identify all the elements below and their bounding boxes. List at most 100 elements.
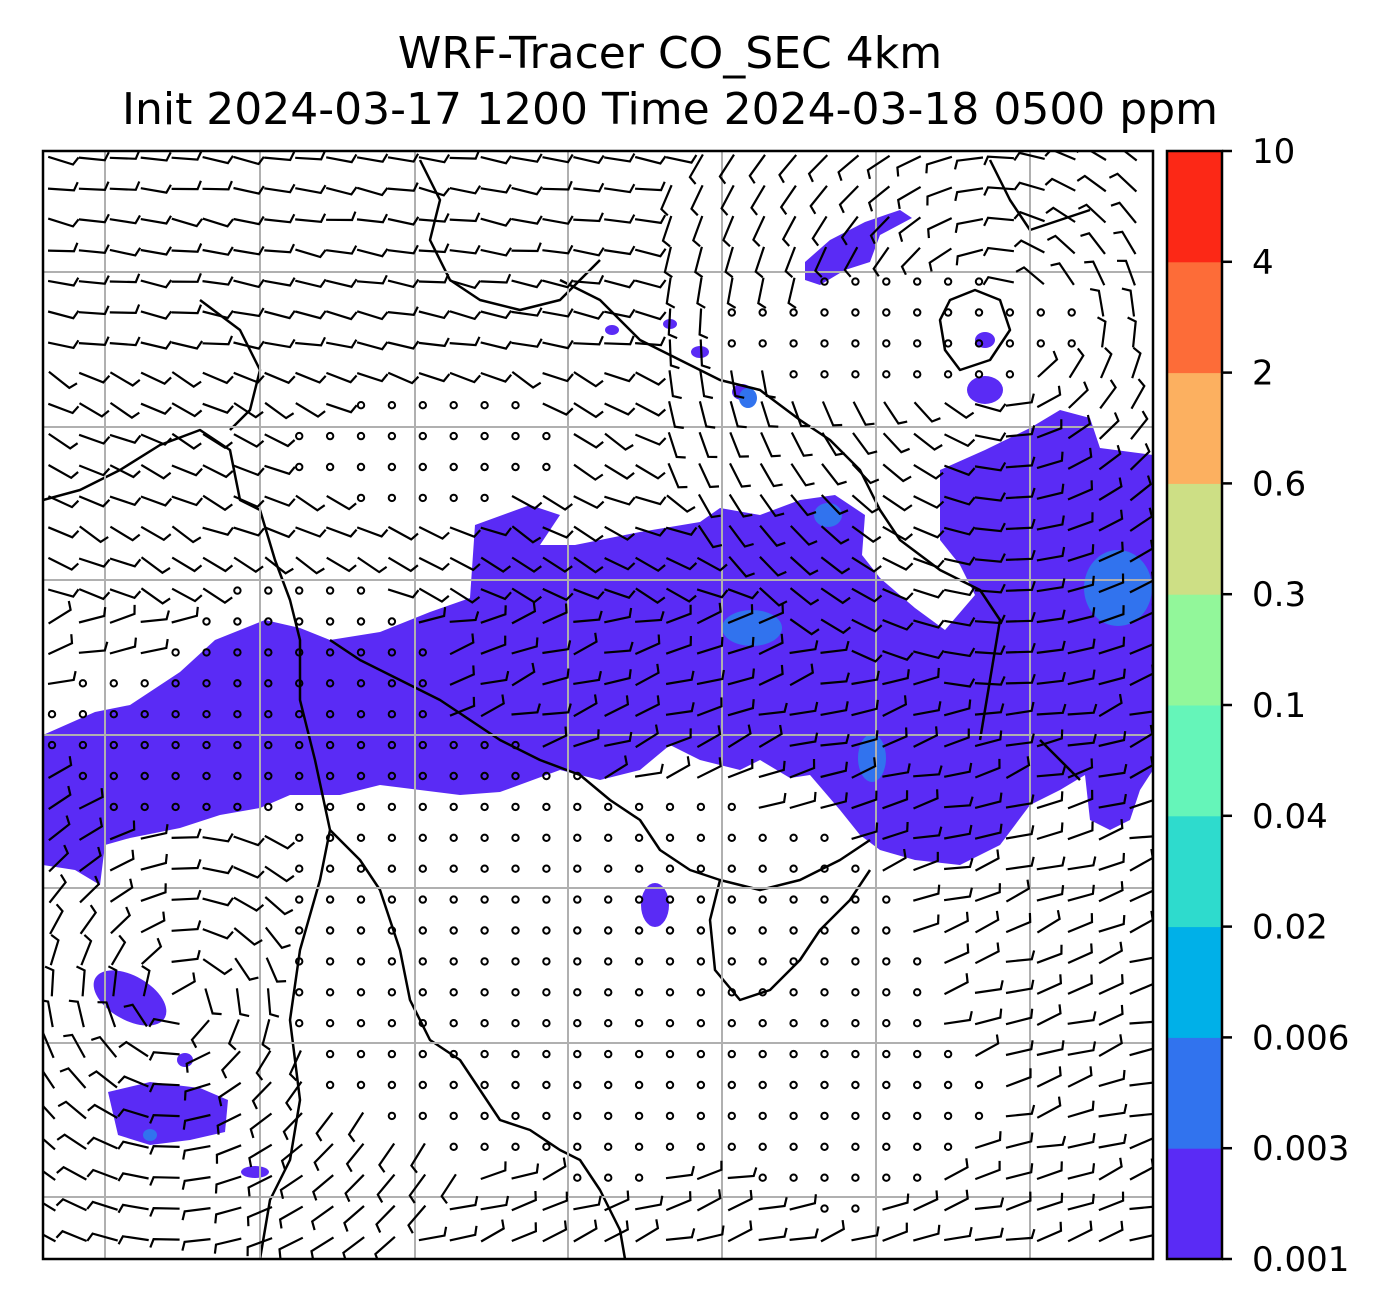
wind-barb <box>913 463 944 480</box>
wind-barb <box>78 787 104 810</box>
wind-barb <box>1005 1228 1036 1241</box>
wind-barb <box>974 675 1006 686</box>
calm-wind-marker <box>665 1049 675 1059</box>
wind-barb <box>728 524 754 548</box>
wind-barb <box>47 310 80 320</box>
wind-barb <box>511 242 542 253</box>
calm-wind-marker <box>820 339 829 348</box>
calm-wind-marker <box>604 1080 613 1090</box>
wind-barb <box>214 1206 242 1224</box>
wind-barb <box>790 431 813 457</box>
wind-barb <box>325 402 358 414</box>
wind-barb <box>696 669 725 686</box>
wind-barb <box>1130 410 1149 440</box>
wind-barb <box>1076 151 1107 161</box>
wind-barb <box>171 272 202 283</box>
wind-barb <box>758 702 788 716</box>
calm-wind-marker <box>202 679 211 688</box>
calm-wind-marker <box>634 802 644 812</box>
calm-wind-marker <box>356 679 366 688</box>
wind-barb <box>781 215 797 247</box>
calm-wind-marker <box>665 1080 675 1090</box>
calm-wind-marker <box>696 802 706 812</box>
wind-barb <box>1076 174 1107 193</box>
wind-barb <box>48 785 72 811</box>
calm-wind-marker <box>820 1111 829 1121</box>
wind-barb <box>171 556 203 573</box>
wind-barb <box>63 1033 86 1059</box>
wind-barb <box>171 949 201 963</box>
calm-wind-marker <box>542 1019 551 1028</box>
wind-barb <box>1036 703 1067 716</box>
wind-barb <box>790 463 815 487</box>
calm-wind-marker <box>109 802 119 812</box>
wind-barb <box>635 695 660 717</box>
wind-barb <box>913 765 943 778</box>
calm-wind-marker <box>604 1049 613 1059</box>
calm-wind-marker <box>325 431 335 441</box>
wind-barb <box>542 180 573 191</box>
wind-barb <box>140 246 172 256</box>
wind-barb <box>1036 546 1066 562</box>
wind-barb <box>202 246 234 256</box>
wind-barb <box>1005 1104 1036 1118</box>
wind-barb <box>634 248 667 258</box>
wind-barb <box>1036 609 1066 624</box>
calm-wind-marker <box>356 957 366 966</box>
wind-barb <box>604 755 629 780</box>
wind-barb <box>511 1222 538 1243</box>
wind-barb <box>357 556 388 574</box>
wind-barb <box>696 277 706 309</box>
wind-barb <box>87 1103 118 1119</box>
wind-barb <box>109 525 141 542</box>
wind-barb <box>787 277 797 309</box>
wind-barb <box>573 274 605 285</box>
wind-barb <box>233 495 265 509</box>
calm-wind-marker <box>665 833 675 842</box>
wind-barb <box>107 965 118 997</box>
wind-barb <box>542 1220 568 1243</box>
wind-barb <box>117 1108 149 1119</box>
calm-wind-marker <box>356 710 366 719</box>
wind-barb <box>913 1190 939 1212</box>
wind-barb <box>913 667 940 686</box>
wind-barb <box>326 494 357 511</box>
wind-barb <box>418 309 451 320</box>
wind-barb <box>1005 879 1031 903</box>
wind-barb <box>820 701 849 716</box>
wind-barb <box>542 339 574 350</box>
wind-barb <box>418 273 450 284</box>
wind-barb <box>57 1100 87 1120</box>
wind-barb <box>1005 756 1031 779</box>
calm-wind-marker <box>233 771 242 781</box>
calm-wind-marker <box>480 771 489 781</box>
wind-barb <box>696 556 728 572</box>
wind-barb <box>1098 412 1120 440</box>
wind-barb <box>264 151 296 162</box>
calm-wind-marker <box>913 988 922 997</box>
calm-wind-marker <box>758 339 767 348</box>
wind-barb <box>449 310 482 321</box>
wind-barb <box>511 662 536 687</box>
wind-barb <box>573 247 605 257</box>
wind-barb <box>1067 1163 1096 1180</box>
wind-barb <box>1129 1047 1153 1057</box>
calm-wind-marker <box>480 1080 489 1090</box>
wind-barb <box>220 1050 241 1079</box>
wind-barb <box>1129 835 1153 840</box>
wind-barb <box>635 1195 664 1211</box>
wind-barb <box>974 432 1007 442</box>
wind-barb <box>325 245 358 255</box>
calm-wind-marker <box>233 710 242 719</box>
wind-barb <box>696 588 729 599</box>
wind-barb <box>943 586 976 597</box>
wind-barb <box>326 211 357 222</box>
wind-barb <box>1067 575 1095 593</box>
wind-barb <box>1129 1081 1153 1087</box>
calm-wind-marker <box>696 864 706 873</box>
wind-barb <box>79 525 109 544</box>
wind-barb <box>758 664 784 686</box>
wind-barb <box>117 1203 149 1214</box>
wind-barb <box>449 526 482 538</box>
calm-wind-marker <box>387 740 397 750</box>
